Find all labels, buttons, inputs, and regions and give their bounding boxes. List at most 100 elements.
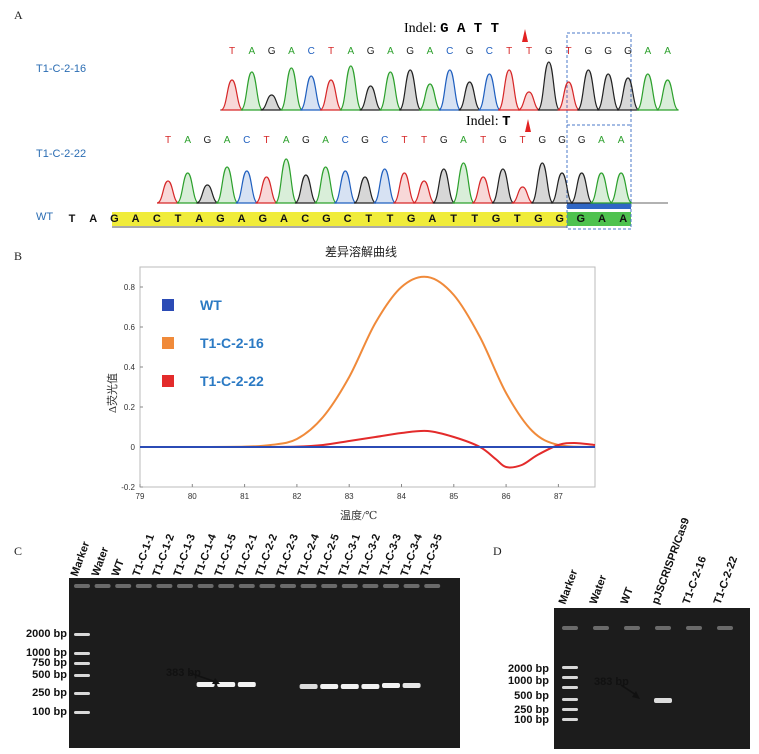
trace1-peak bbox=[557, 81, 580, 111]
seq2-base: G bbox=[302, 135, 310, 146]
gel-well bbox=[383, 584, 399, 588]
seq1-base: G bbox=[585, 46, 593, 57]
sample-label-t1-c-2-16: T1-C-2-16 bbox=[36, 63, 87, 75]
seq1-base: A bbox=[664, 46, 671, 57]
wt-seq-base: C bbox=[153, 213, 161, 225]
trace2-peak bbox=[550, 172, 574, 204]
wt-seq-base: A bbox=[195, 213, 203, 225]
seq2-base: T bbox=[480, 135, 486, 146]
trace2-peak bbox=[255, 176, 278, 204]
trace1-peak bbox=[636, 73, 660, 111]
seq2-base: A bbox=[224, 135, 231, 146]
indel-marker-1 bbox=[522, 29, 528, 42]
trace2-peak bbox=[196, 184, 219, 204]
trace1-peak bbox=[220, 79, 244, 111]
seq2-base: A bbox=[184, 135, 191, 146]
gel-well bbox=[94, 584, 111, 588]
gel-d-arrow-line bbox=[620, 684, 637, 696]
trace2-peak bbox=[530, 162, 554, 204]
trace1-peak bbox=[279, 67, 303, 111]
marker-size-label: 750 bp bbox=[32, 657, 67, 669]
sample-band bbox=[196, 682, 215, 687]
trace2-peak bbox=[570, 172, 594, 204]
x-tick-label: 79 bbox=[136, 492, 145, 501]
seq2-base: G bbox=[440, 135, 448, 146]
seq2-base: G bbox=[538, 135, 546, 146]
trace1-peak bbox=[359, 85, 382, 111]
trace2-peak bbox=[156, 180, 180, 204]
marker-size-label: 500 bp bbox=[514, 690, 549, 702]
lane-label: Water bbox=[89, 545, 111, 578]
x-tick-label: 85 bbox=[449, 492, 458, 501]
seq1-base: A bbox=[387, 46, 394, 57]
trace2-peak bbox=[333, 170, 357, 204]
seq1-base: A bbox=[427, 46, 434, 57]
wt-seq-base: G bbox=[555, 213, 564, 225]
trace2-peak bbox=[294, 174, 318, 204]
gel-d bbox=[554, 608, 750, 749]
trace1-peak bbox=[477, 73, 501, 111]
seq2-base: G bbox=[578, 135, 586, 146]
seq1-base: T bbox=[526, 46, 532, 57]
y-tick-label: 0.4 bbox=[124, 363, 136, 372]
wt-seq-base: T bbox=[387, 213, 394, 225]
x-tick-label: 80 bbox=[188, 492, 197, 501]
trace2-peak bbox=[432, 168, 456, 204]
gel-well bbox=[280, 584, 296, 588]
chart-title: 差异溶解曲线 bbox=[325, 245, 398, 259]
panel-a-label: A bbox=[14, 8, 23, 22]
gel-well bbox=[362, 584, 379, 588]
legend-swatch bbox=[162, 299, 174, 311]
gel-well bbox=[74, 584, 90, 588]
ladder-band bbox=[74, 662, 90, 665]
wt-seq-base: A bbox=[238, 213, 246, 225]
seq2-base: G bbox=[499, 135, 507, 146]
lane-label: Marker bbox=[68, 539, 93, 578]
trace2-peak bbox=[215, 166, 239, 204]
ladder-band bbox=[74, 674, 90, 677]
indel-bases-1: G A T T bbox=[440, 21, 499, 37]
ladder-band bbox=[562, 676, 578, 679]
sample-band bbox=[340, 684, 359, 689]
sample-band bbox=[320, 684, 339, 689]
lane-label: WT bbox=[618, 585, 636, 606]
chromatogram-panel: T A G A C T A G A G A C G C T T G T G G G A AT A G A C T A G A C G C T T G A T… bbox=[69, 29, 679, 230]
melt-curve-chart: 79 80 81 82 83 84 85 86 87 0.8 0.6 0.4 0.2 0 -0.2 WT T1… bbox=[121, 266, 596, 501]
trace2-peak bbox=[491, 168, 515, 204]
y-tick-label: 0 bbox=[131, 443, 136, 452]
sample-band bbox=[217, 682, 236, 687]
trace2-peak bbox=[176, 172, 200, 204]
trace2-peak bbox=[511, 186, 534, 204]
seq2-base: T bbox=[401, 135, 407, 146]
indel-bases-2: T bbox=[502, 114, 511, 130]
trace2-peak bbox=[314, 166, 338, 204]
wt-seq-base: T bbox=[471, 213, 478, 225]
gel-d-arrow-head bbox=[632, 691, 640, 699]
seq1-base: A bbox=[644, 46, 651, 57]
wt-seq-base: A bbox=[428, 213, 436, 225]
wt-seq-base: A bbox=[280, 213, 288, 225]
seq2-base: T bbox=[165, 135, 171, 146]
trace1-peak bbox=[418, 83, 442, 111]
seq1-base: T bbox=[229, 46, 235, 57]
seq1-base: C bbox=[308, 46, 315, 57]
marker-size-label: 500 bp bbox=[32, 669, 67, 681]
lane-label: WT bbox=[109, 557, 128, 578]
seq2-base: G bbox=[204, 135, 212, 146]
trace2-peak bbox=[609, 172, 633, 204]
pam-bar bbox=[567, 203, 631, 209]
wt-seq-base: T bbox=[365, 213, 372, 225]
seq1-base: T bbox=[506, 46, 512, 57]
wt-seq-base: A bbox=[619, 213, 627, 225]
legend-label: WT bbox=[200, 297, 222, 313]
seq1-base: G bbox=[545, 46, 553, 57]
trace1-peak bbox=[299, 75, 323, 111]
wt-seq-base: C bbox=[301, 213, 309, 225]
seq2-base: C bbox=[342, 135, 349, 146]
sample-band bbox=[402, 683, 421, 688]
y-tick-label: 0.8 bbox=[124, 283, 136, 292]
seq1-base: G bbox=[268, 46, 276, 57]
gel-d-band-arrow bbox=[620, 684, 640, 699]
chart-x-axis-label: 温度/℃ bbox=[340, 510, 378, 522]
x-tick-label: 86 bbox=[502, 492, 511, 501]
